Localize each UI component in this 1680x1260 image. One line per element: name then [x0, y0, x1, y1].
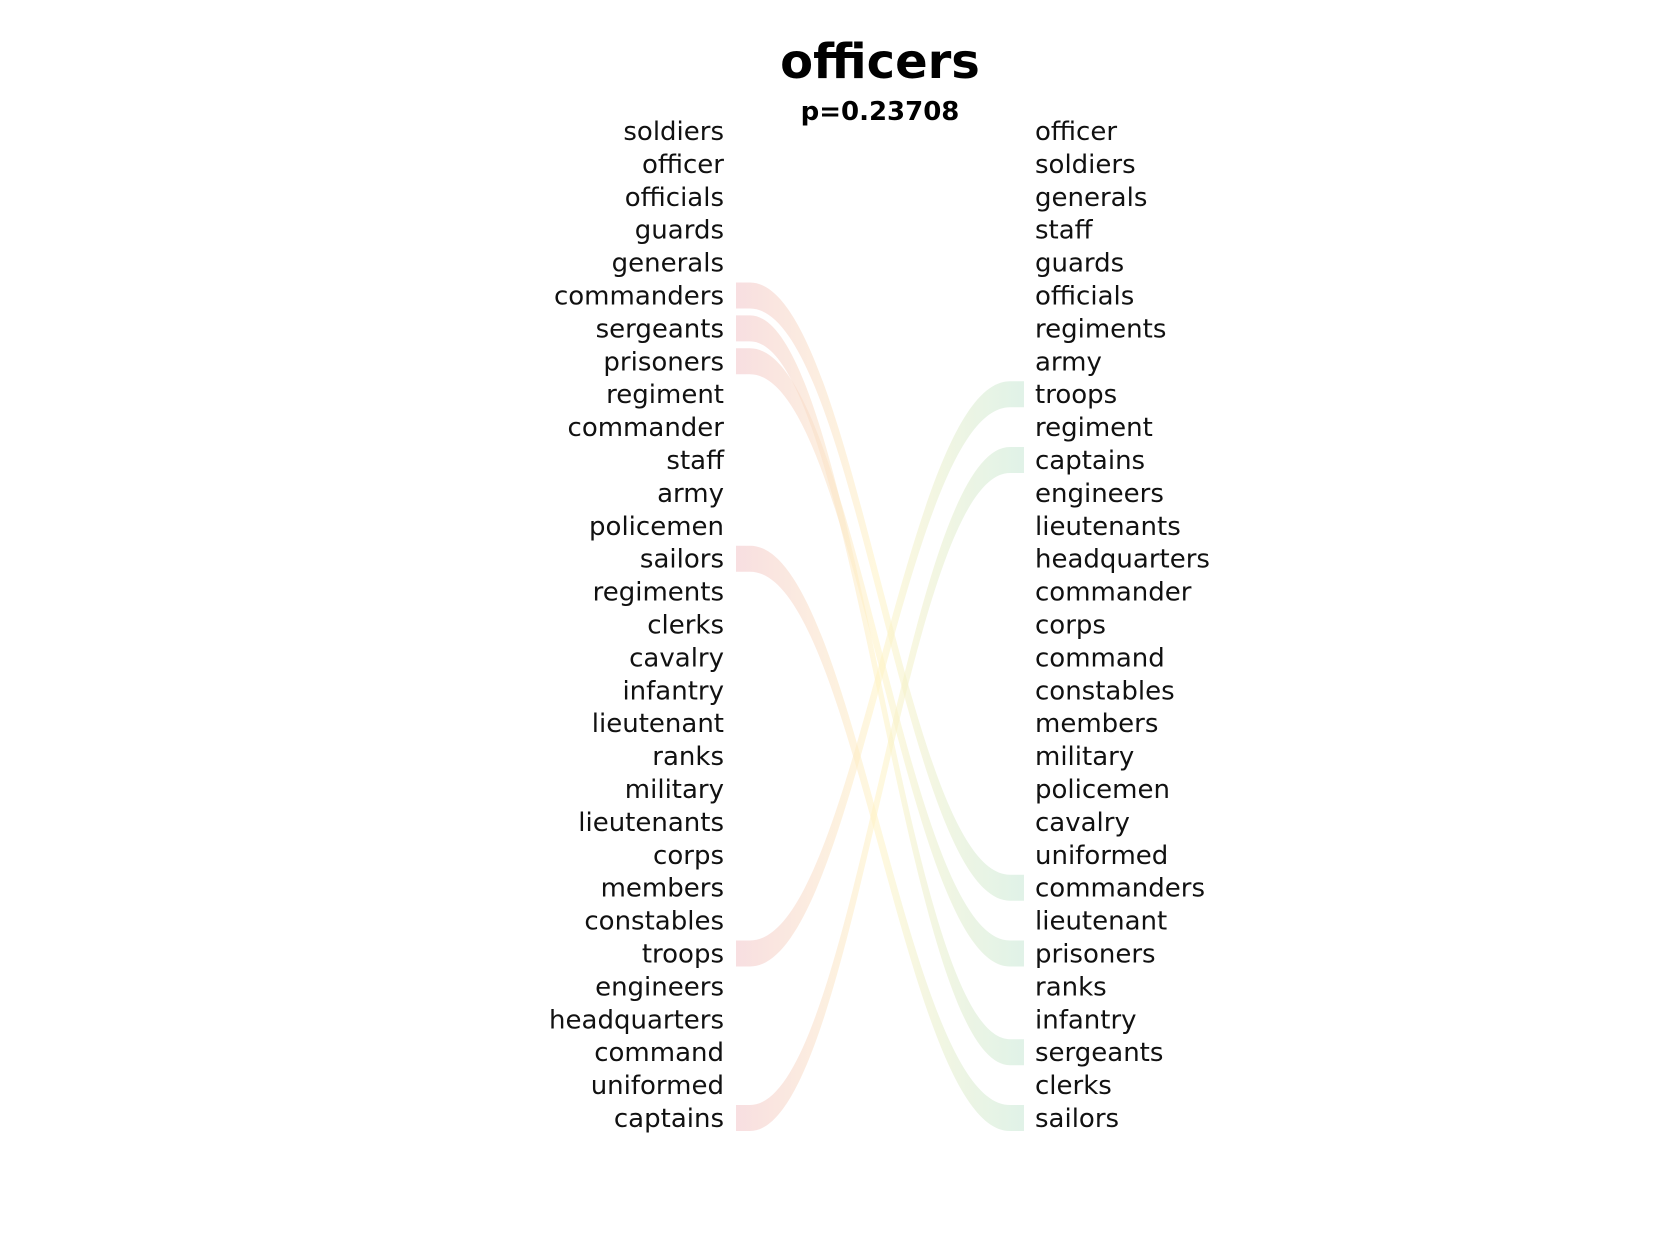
left-word-clerks: clerks — [647, 611, 724, 641]
left-word-lieutenants: lieutenants — [578, 808, 724, 838]
left-word-prisoners: prisoners — [603, 347, 724, 377]
left-word-officer: officer — [642, 150, 724, 180]
left-word-staff: staff — [666, 446, 725, 476]
left-word-captains: captains — [614, 1104, 724, 1134]
right-word-sergeants: sergeants — [1035, 1038, 1163, 1068]
right-word-staff: staff — [1035, 216, 1094, 246]
right-word-corps: corps — [1035, 611, 1106, 641]
ribbon-sailors — [736, 545, 1024, 1131]
left-word-headquarters: headquarters — [549, 1005, 724, 1035]
left-word-ranks: ranks — [652, 742, 724, 772]
left-word-engineers: engineers — [595, 972, 724, 1002]
left-word-commanders: commanders — [554, 282, 724, 312]
right-word-ranks: ranks — [1035, 972, 1107, 1002]
left-word-command: command — [594, 1038, 724, 1068]
left-word-commander: commander — [568, 413, 725, 443]
left-word-constables: constables — [584, 907, 724, 937]
right-ranking: officersoldiersgeneralsstaffguardsoffici… — [1035, 117, 1210, 1134]
right-word-cavalry: cavalry — [1035, 808, 1130, 838]
left-word-cavalry: cavalry — [629, 643, 724, 673]
ribbon-prisoners — [736, 348, 1024, 967]
left-word-policemen: policemen — [589, 512, 724, 542]
right-word-officer: officer — [1035, 117, 1117, 147]
right-word-lieutenant: lieutenant — [1035, 907, 1167, 937]
ribbon-commanders — [736, 282, 1024, 901]
right-word-prisoners: prisoners — [1035, 940, 1156, 970]
left-word-regiment: regiment — [606, 380, 724, 410]
left-word-generals: generals — [612, 249, 724, 279]
right-word-generals: generals — [1035, 183, 1147, 213]
right-word-officials: officials — [1035, 282, 1134, 312]
right-word-troops: troops — [1035, 380, 1117, 410]
left-word-corps: corps — [653, 841, 724, 871]
right-word-members: members — [1035, 709, 1158, 739]
right-word-constables: constables — [1035, 676, 1175, 706]
chart-subtitle: p=0.23708 — [801, 97, 960, 127]
left-word-officials: officials — [625, 183, 724, 213]
right-word-headquarters: headquarters — [1035, 545, 1210, 575]
right-word-sailors: sailors — [1035, 1104, 1119, 1134]
right-word-guards: guards — [1035, 249, 1124, 279]
left-word-regiments: regiments — [593, 578, 724, 608]
right-word-lieutenants: lieutenants — [1035, 512, 1181, 542]
left-word-sailors: sailors — [640, 545, 724, 575]
left-word-army: army — [657, 479, 724, 509]
left-word-members: members — [601, 874, 724, 904]
ribbon-layer — [736, 282, 1024, 1131]
right-word-infantry: infantry — [1035, 1005, 1137, 1035]
right-word-uniformed: uniformed — [1035, 841, 1168, 871]
left-word-lieutenant: lieutenant — [592, 709, 724, 739]
right-word-clerks: clerks — [1035, 1071, 1112, 1101]
left-word-soldiers: soldiers — [623, 117, 724, 147]
ribbon-captains — [736, 447, 1024, 1131]
left-word-sergeants: sergeants — [596, 314, 724, 344]
left-word-military: military — [625, 775, 724, 805]
left-word-guards: guards — [635, 216, 724, 246]
right-word-military: military — [1035, 742, 1134, 772]
right-word-captains: captains — [1035, 446, 1145, 476]
right-word-soldiers: soldiers — [1035, 150, 1136, 180]
right-word-commanders: commanders — [1035, 874, 1205, 904]
left-ranking: soldiersofficerofficialsguardsgeneralsco… — [549, 117, 725, 1134]
left-word-infantry: infantry — [622, 676, 724, 706]
right-word-commander: commander — [1035, 578, 1192, 608]
right-word-engineers: engineers — [1035, 479, 1164, 509]
right-word-army: army — [1035, 347, 1102, 377]
left-word-troops: troops — [642, 940, 724, 970]
ribbon-troops — [736, 381, 1024, 967]
right-word-regiment: regiment — [1035, 413, 1153, 443]
left-word-uniformed: uniformed — [591, 1071, 724, 1101]
chart-title: officers — [780, 34, 980, 90]
ribbon-sergeants — [736, 315, 1024, 1066]
right-word-command: command — [1035, 643, 1165, 673]
right-word-regiments: regiments — [1035, 314, 1166, 344]
right-word-policemen: policemen — [1035, 775, 1170, 805]
